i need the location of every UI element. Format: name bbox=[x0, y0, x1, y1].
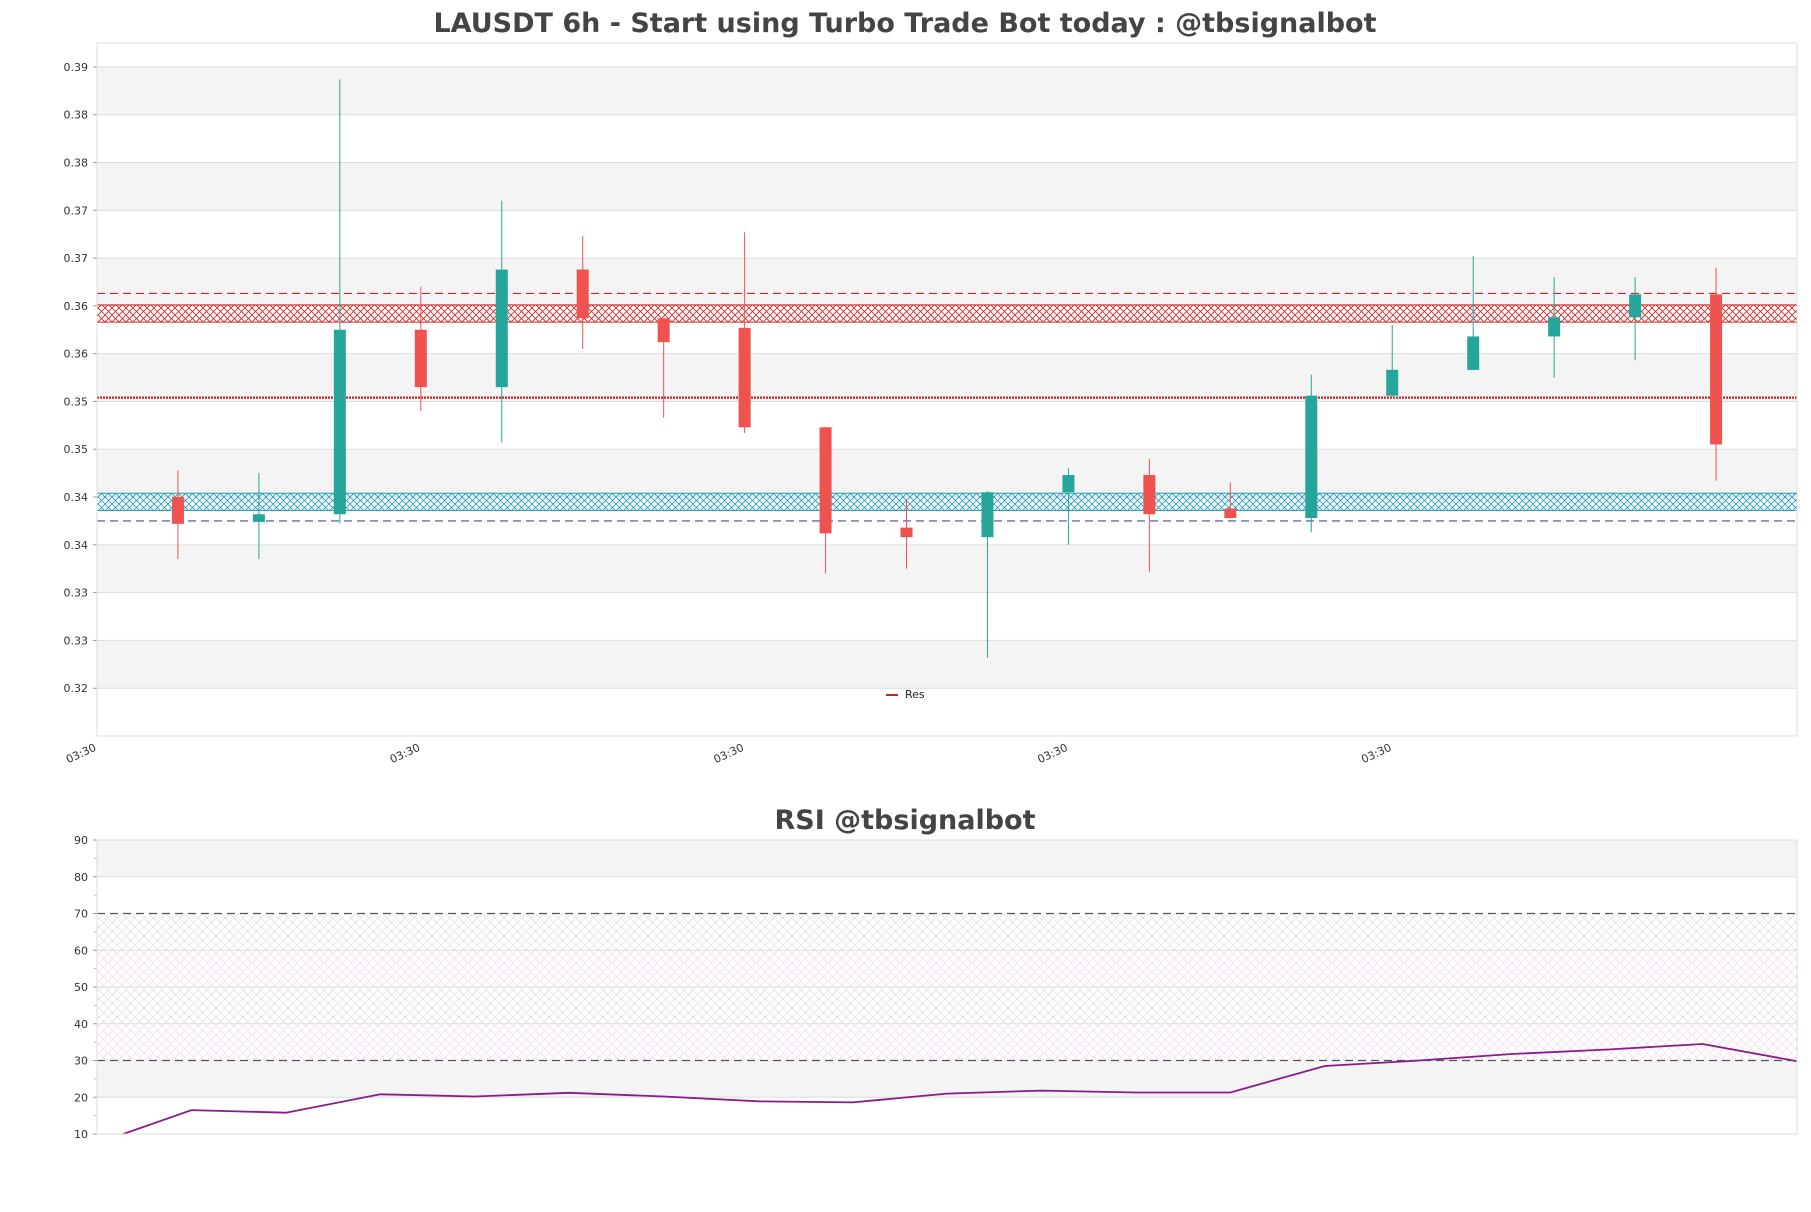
y-tick-label: 0.38 bbox=[64, 109, 89, 122]
main-band bbox=[97, 640, 1797, 689]
candle-body-up bbox=[1467, 336, 1480, 370]
rsi-band bbox=[97, 1097, 1797, 1134]
main-chart-title: LAUSDT 6h - Start using Turbo Trade Bot … bbox=[433, 8, 1376, 39]
y-tick-label: 0.37 bbox=[64, 204, 89, 217]
y-tick-label: 0.36 bbox=[64, 300, 89, 313]
candle-body-down bbox=[414, 329, 427, 388]
y-tick-label: 0.39 bbox=[64, 61, 89, 74]
rsi-band bbox=[97, 1060, 1797, 1098]
candle-body-down bbox=[171, 497, 184, 524]
candle-body-up bbox=[333, 329, 346, 515]
rsi-y-tick-label: 30 bbox=[74, 1055, 88, 1068]
rsi-y-tick-label: 10 bbox=[74, 1128, 88, 1141]
main-plot-frame bbox=[96, 42, 1798, 737]
legend: Res bbox=[886, 688, 925, 701]
candle-body-up bbox=[1629, 294, 1642, 318]
y-tick-label: 0.38 bbox=[64, 156, 89, 169]
y-tick-label: 0.35 bbox=[64, 395, 89, 408]
main-y-axis: 0.39 0.38 0.38 0.37 0.37 0.36 0.36 0.35 0.35 0.34… bbox=[64, 61, 97, 695]
candle-body-down bbox=[738, 327, 751, 428]
main-x-axis: 03:30 03:30 03:30 03:30 03:30 bbox=[64, 741, 1393, 766]
main-background-bands bbox=[97, 66, 1797, 689]
rsi-y-tick-label: 80 bbox=[74, 871, 88, 884]
support-resistance-levels bbox=[96, 292, 1798, 522]
rsi-series bbox=[122, 1043, 1798, 1135]
candle-body-down bbox=[1143, 475, 1156, 515]
rsi-y-tick-label: 60 bbox=[74, 944, 88, 957]
y-tick-label: 0.36 bbox=[64, 348, 89, 361]
candle-body-up bbox=[1548, 317, 1561, 337]
y-tick-label: 0.34 bbox=[64, 491, 89, 504]
y-tick-label: 0.34 bbox=[64, 539, 89, 552]
candle-body-up bbox=[252, 514, 265, 522]
candle-body-up bbox=[981, 492, 994, 538]
rsi-y-axis: 90 80 70 60 50 40 30 20 10 bbox=[74, 834, 97, 1141]
rsi-y-tick-label: 70 bbox=[74, 908, 88, 921]
candlesticks bbox=[171, 79, 1723, 658]
rsi-background-bands bbox=[97, 839, 1797, 1135]
main-band bbox=[97, 544, 1797, 593]
y-tick-label: 0.33 bbox=[64, 587, 89, 600]
rsi-band bbox=[97, 913, 1797, 951]
rsi-plot-frame bbox=[96, 839, 1798, 1135]
candle-body-up bbox=[1305, 395, 1318, 519]
y-tick-label: 0.37 bbox=[64, 252, 89, 265]
resistance-zone bbox=[96, 304, 1798, 323]
main-band bbox=[97, 449, 1797, 498]
rsi-y-tick-label: 90 bbox=[74, 834, 88, 847]
candle-body-up bbox=[1386, 369, 1399, 396]
x-tick-label: 03:30 bbox=[388, 741, 422, 766]
candle-body-down bbox=[900, 527, 913, 538]
main-band bbox=[97, 353, 1797, 402]
candle-body-down bbox=[576, 269, 589, 319]
rsi-band bbox=[97, 950, 1797, 987]
candle-body-up bbox=[1062, 475, 1075, 493]
rsi-line bbox=[122, 1043, 1798, 1135]
candle-body-down bbox=[1224, 508, 1237, 519]
rsi-chart-title: RSI @tbsignalbot bbox=[774, 805, 1035, 836]
x-tick-label: 03:30 bbox=[64, 741, 98, 766]
candle-body-down bbox=[1710, 294, 1723, 445]
main-band bbox=[97, 66, 1797, 115]
x-tick-label: 03:30 bbox=[1359, 741, 1393, 766]
candle-body-down bbox=[819, 427, 832, 534]
support-zone bbox=[96, 492, 1798, 511]
y-tick-label: 0.32 bbox=[64, 682, 89, 695]
y-tick-label: 0.33 bbox=[64, 634, 89, 647]
x-tick-label: 03:30 bbox=[712, 741, 746, 766]
main-band bbox=[97, 258, 1797, 306]
candle-body-up bbox=[495, 269, 508, 388]
main-band bbox=[97, 162, 1797, 211]
legend-res-label: Res bbox=[905, 688, 925, 701]
rsi-y-tick-label: 20 bbox=[74, 1091, 88, 1104]
rsi-threshold-lines bbox=[97, 912, 1797, 1062]
y-tick-label: 0.35 bbox=[64, 443, 89, 456]
rsi-band bbox=[97, 876, 1797, 914]
rsi-band bbox=[97, 987, 1797, 1024]
rsi-band bbox=[97, 840, 1797, 877]
rsi-band bbox=[97, 1023, 1797, 1061]
rsi-y-tick-label: 40 bbox=[74, 1018, 88, 1031]
rsi-y-tick-label: 50 bbox=[74, 981, 88, 994]
x-tick-label: 03:30 bbox=[1035, 741, 1069, 766]
candle-body-down bbox=[657, 318, 670, 343]
